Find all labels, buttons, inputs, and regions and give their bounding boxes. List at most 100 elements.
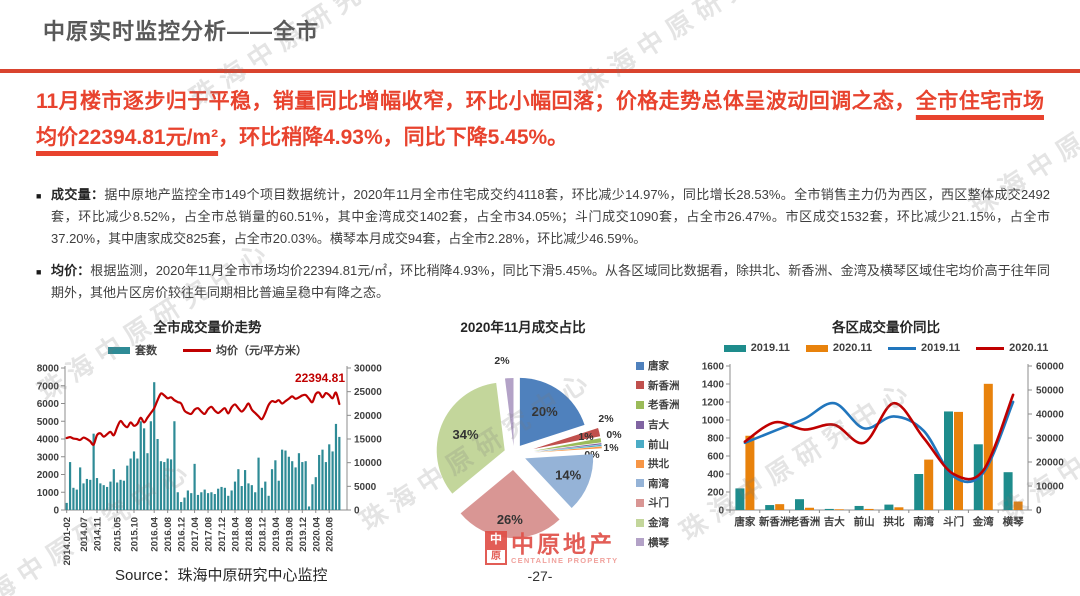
bar	[132, 451, 136, 510]
bar	[260, 487, 264, 510]
svg-text:拱北: 拱北	[883, 515, 904, 528]
bar	[944, 411, 953, 510]
analysis-bullets: ■ 成交量：据中原地产监控全市149个项目数据统计，2020年11月全市住宅成交…	[36, 184, 1050, 314]
bar	[267, 495, 270, 510]
bar	[89, 479, 92, 510]
svg-text:2018.08: 2018.08	[244, 516, 255, 551]
svg-text:800: 800	[707, 434, 724, 445]
bar	[284, 450, 287, 510]
bar	[200, 492, 203, 510]
bar	[95, 478, 99, 510]
svg-text:15000: 15000	[354, 435, 382, 446]
svg-text:25000: 25000	[354, 387, 382, 398]
bar	[190, 493, 193, 510]
pie-swatch-icon	[636, 498, 644, 507]
bar	[109, 481, 112, 510]
svg-text:唐家: 唐家	[734, 515, 755, 528]
bar	[153, 382, 156, 510]
legend-item: 新香洲	[636, 376, 680, 396]
legend-item: 前山	[636, 434, 680, 454]
pie-swatch-icon	[636, 479, 644, 488]
legend-item: 南湾	[636, 474, 680, 494]
headline-part1: 11月楼市逐步归于平稳，销量同比增幅收窄，环比小幅回落；价格走势总体呈波动回调之…	[36, 90, 916, 113]
bar	[297, 453, 301, 510]
bar	[291, 461, 294, 510]
bullet-square-icon: ■	[36, 191, 42, 201]
chart3-title: 各区成交量价同比	[832, 320, 940, 335]
svg-text:2019.12: 2019.12	[298, 517, 309, 552]
logo-text: 中原地产 CENTALINE PROPERTY	[511, 532, 618, 565]
pie-swatch-icon	[636, 538, 644, 547]
bar	[119, 479, 122, 510]
bar-swatch-icon	[723, 344, 746, 352]
pie-swatch-icon	[636, 420, 644, 429]
bar	[122, 480, 126, 510]
svg-text:6000: 6000	[37, 399, 60, 410]
pie-slice-label: 34%	[452, 427, 478, 442]
pie-swatch-icon	[636, 518, 644, 527]
pie-slice	[533, 438, 602, 451]
bar	[250, 485, 253, 510]
pie-slice	[533, 428, 601, 450]
legend-label: 2019.11	[921, 342, 961, 354]
bar	[116, 482, 119, 510]
bar	[143, 428, 146, 510]
pie-swatch-icon	[636, 381, 644, 390]
bar	[173, 421, 176, 510]
legend-item: 斗门	[636, 493, 680, 513]
bar	[864, 508, 874, 510]
svg-text:2016.04: 2016.04	[150, 516, 161, 551]
headline-part2: ，环比稍降4.93%，同比下降5.45%。	[218, 126, 569, 149]
bar	[240, 486, 243, 510]
bar	[324, 462, 327, 510]
svg-text:0: 0	[354, 506, 360, 517]
bullet-square-icon: ■	[36, 267, 42, 277]
pie-swatch-icon	[636, 361, 644, 370]
svg-text:3000: 3000	[37, 452, 60, 463]
pie-slice	[533, 444, 602, 453]
svg-text:600: 600	[707, 452, 724, 463]
bar	[210, 492, 213, 510]
legend-label: 横琴	[648, 536, 669, 549]
pie-slice	[525, 454, 594, 508]
bar	[129, 458, 132, 510]
bullet-price-text: 均价：根据监测，2020年11月全市市场均价22394.81元/㎡，环比稍降4.…	[51, 260, 1050, 304]
title-divider	[0, 69, 1080, 73]
svg-text:1200: 1200	[702, 398, 725, 409]
svg-text:30000: 30000	[354, 364, 382, 375]
bullet-volume-label: 成交量：	[51, 187, 105, 202]
bar	[223, 487, 226, 510]
bar	[318, 454, 321, 510]
bar	[105, 486, 109, 510]
bar	[331, 451, 334, 510]
bullet-volume-text: 成交量：据中原地产监控全市149个项目数据统计，2020年11月全市住宅成交约4…	[51, 184, 1050, 250]
logo-name: 中原地产	[511, 530, 615, 557]
bar	[243, 470, 247, 510]
legend-item: 均价（元/平方米）	[182, 342, 307, 358]
svg-text:7000: 7000	[37, 381, 60, 392]
bar	[149, 421, 152, 510]
bar	[166, 458, 169, 510]
legend-label: 拱北	[648, 458, 669, 471]
chart1-legend: 套数 均价（元/平方米）	[25, 342, 390, 358]
bar	[321, 449, 324, 510]
svg-text:2000: 2000	[37, 470, 60, 481]
chart1-plot: 0 1000 2000 3000 4000 5000 6000 7000 8000 0 5000 10…	[37, 364, 382, 566]
svg-text:2018.04: 2018.04	[230, 516, 241, 551]
bar	[75, 489, 78, 510]
bar	[824, 508, 834, 510]
bar	[213, 494, 216, 510]
pie-slice-label: 20%	[532, 404, 558, 419]
legend-label: 吉大	[648, 419, 669, 432]
svg-text:50000: 50000	[1036, 386, 1064, 397]
pie-slice-label: 0%	[606, 429, 622, 441]
svg-text:2017.08: 2017.08	[204, 516, 215, 551]
legend-item: 横琴	[636, 532, 680, 552]
bar	[217, 488, 220, 510]
bar	[765, 505, 775, 510]
svg-text:5000: 5000	[37, 417, 60, 428]
bar	[775, 504, 785, 510]
bar	[146, 453, 149, 510]
headline-underlined: 全市住宅市场均价22394.81元/m²	[36, 90, 1044, 149]
svg-text:4000: 4000	[37, 435, 60, 446]
